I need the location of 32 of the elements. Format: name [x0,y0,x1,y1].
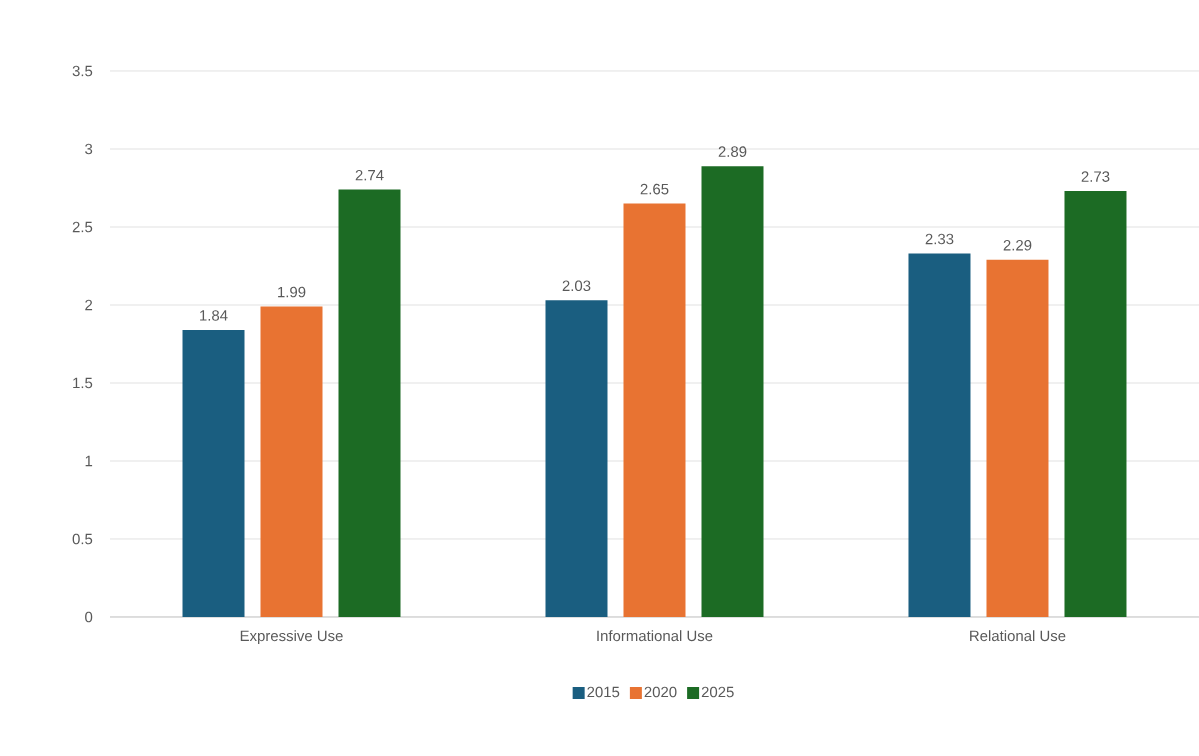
data-label: 2.89 [718,146,747,157]
x-tick-label: Relational Use [970,630,1066,642]
y-tick-label: 0 [85,611,93,623]
legend-label: 2020 [644,686,677,698]
y-tick-label: 1 [85,455,93,467]
bar [545,300,608,617]
bar [908,253,971,617]
x-tick-label: Expressive Use [240,630,343,645]
data-label: 2.03 [562,280,591,292]
bar [182,329,245,617]
bar [260,306,323,617]
data-label: 1.84 [200,310,228,321]
legend-label: 2015 [587,686,620,698]
y-tick-label: 1.5 [73,377,93,389]
bar [623,203,686,617]
data-label: 2.73 [1081,171,1110,182]
data-label: 2.33 [925,233,954,245]
bar [1064,191,1127,617]
y-tick-label: 2 [85,299,93,311]
data-label: 2.65 [640,183,669,195]
y-tick-label: 0.5 [72,533,93,545]
y-tick-label: 3 [85,143,93,155]
x-tick-label: Informational Use [597,630,713,642]
data-label: 2.29 [1003,239,1032,251]
y-tick-label: 2.5 [72,221,93,233]
bar [986,259,1049,617]
y-tick-label: 3.5 [72,65,93,77]
data-label: 1.99 [278,286,306,298]
bar [338,189,401,617]
bar [701,166,764,617]
data-label: 2.74 [355,169,384,181]
legend-label: 2025 [701,686,734,698]
